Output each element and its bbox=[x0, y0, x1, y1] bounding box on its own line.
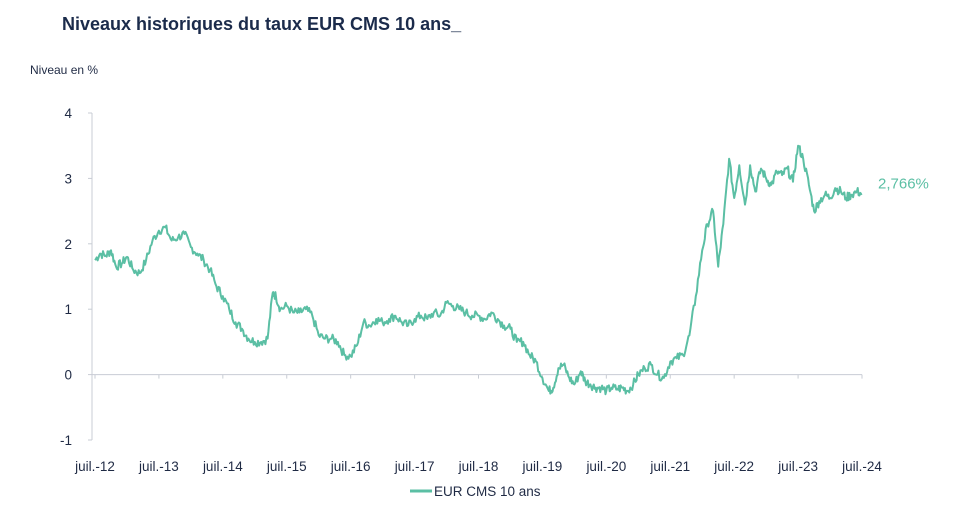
x-tick-label: juil.-19 bbox=[522, 459, 563, 474]
x-tick-label: juil.-18 bbox=[458, 459, 499, 474]
y-tick-label: -1 bbox=[60, 433, 72, 448]
y-axis-label: Niveau en % bbox=[30, 63, 99, 77]
chart-title: Niveaux historiques du taux EUR CMS 10 a… bbox=[62, 14, 462, 34]
y-tick-label: 2 bbox=[64, 237, 72, 252]
x-tick-label: juil.-12 bbox=[74, 459, 115, 474]
series-line-eur-cms-10-ans bbox=[94, 144, 863, 396]
x-tick-label: juil.-21 bbox=[649, 459, 690, 474]
annotations: 2,766% bbox=[878, 176, 929, 193]
x-tick-label: juil.-23 bbox=[777, 459, 818, 474]
y-tick-labels: 4 3 2 1 0 -1 bbox=[60, 106, 92, 448]
x-tick-label: juil.-13 bbox=[138, 459, 179, 474]
x-tick-label: juil.-20 bbox=[585, 459, 626, 474]
x-tick-label: juil.-14 bbox=[202, 459, 243, 474]
x-tick-label: juil.-16 bbox=[330, 459, 371, 474]
legend-label: EUR CMS 10 ans bbox=[434, 484, 541, 499]
last-value-label: 2,766% bbox=[878, 176, 929, 193]
y-tick-label: 4 bbox=[64, 106, 72, 121]
y-tick-label: 3 bbox=[64, 171, 72, 186]
x-tick-label: juil.-17 bbox=[394, 459, 435, 474]
x-tick-label: juil.-24 bbox=[841, 459, 882, 474]
x-tick-label: juil.-22 bbox=[713, 459, 754, 474]
series-layer bbox=[94, 144, 863, 396]
axes bbox=[91, 113, 862, 440]
x-tick-labels: juil.-12 juil.-13 juil.-14 juil.-15 juil.-16… bbox=[74, 374, 882, 474]
x-tick-label: juil.-15 bbox=[266, 459, 307, 474]
legend: EUR CMS 10 ans bbox=[410, 484, 541, 499]
y-tick-label: 0 bbox=[64, 368, 72, 383]
y-tick-label: 1 bbox=[64, 302, 72, 317]
